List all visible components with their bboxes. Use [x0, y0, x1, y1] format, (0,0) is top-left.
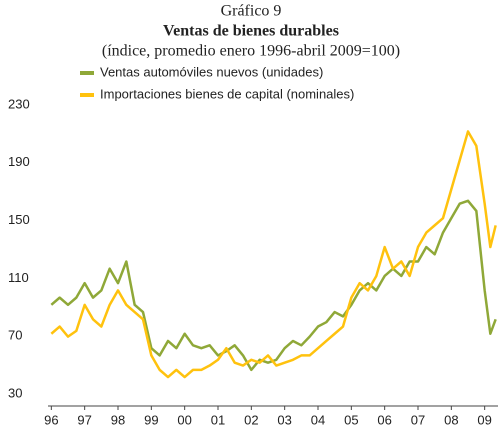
x-tick-label: 09 [477, 412, 491, 427]
y-tick-label: 30 [8, 385, 22, 400]
legend-label: Ventas automóviles nuevos (unidades) [100, 64, 323, 79]
x-tick-label: 08 [444, 412, 458, 427]
y-tick-label: 110 [8, 270, 29, 285]
x-tick-label: 05 [344, 412, 358, 427]
y-tick-label: 150 [8, 212, 30, 227]
chart-title: Ventas de bienes durables [163, 23, 339, 40]
x-tick-label: 02 [244, 412, 258, 427]
x-tick-label: 01 [211, 412, 225, 427]
chart-label: Gráfico 9 [221, 3, 282, 20]
y-tick-label: 230 [8, 96, 30, 111]
chart-subtitle: (índice, promedio enero 1996-abril 2009=… [102, 43, 400, 60]
x-tick-label: 99 [144, 412, 158, 427]
x-tick-label: 06 [377, 412, 391, 427]
x-tick-label: 97 [77, 412, 91, 427]
x-tick-label: 03 [277, 412, 291, 427]
x-tick-label: 04 [311, 412, 325, 427]
legend-label: Importaciones bienes de capital (nominal… [100, 86, 354, 101]
legend-swatch [80, 71, 94, 75]
y-tick-label: 190 [8, 154, 30, 169]
series-line [50, 130, 497, 379]
series-line [50, 199, 497, 372]
x-tick-label: 96 [44, 412, 58, 427]
x-tick-label: 00 [177, 412, 191, 427]
x-tick-label: 07 [411, 412, 425, 427]
x-tick-label: 98 [111, 412, 125, 427]
legend-swatch [80, 93, 94, 97]
y-tick-label: 70 [8, 328, 22, 343]
